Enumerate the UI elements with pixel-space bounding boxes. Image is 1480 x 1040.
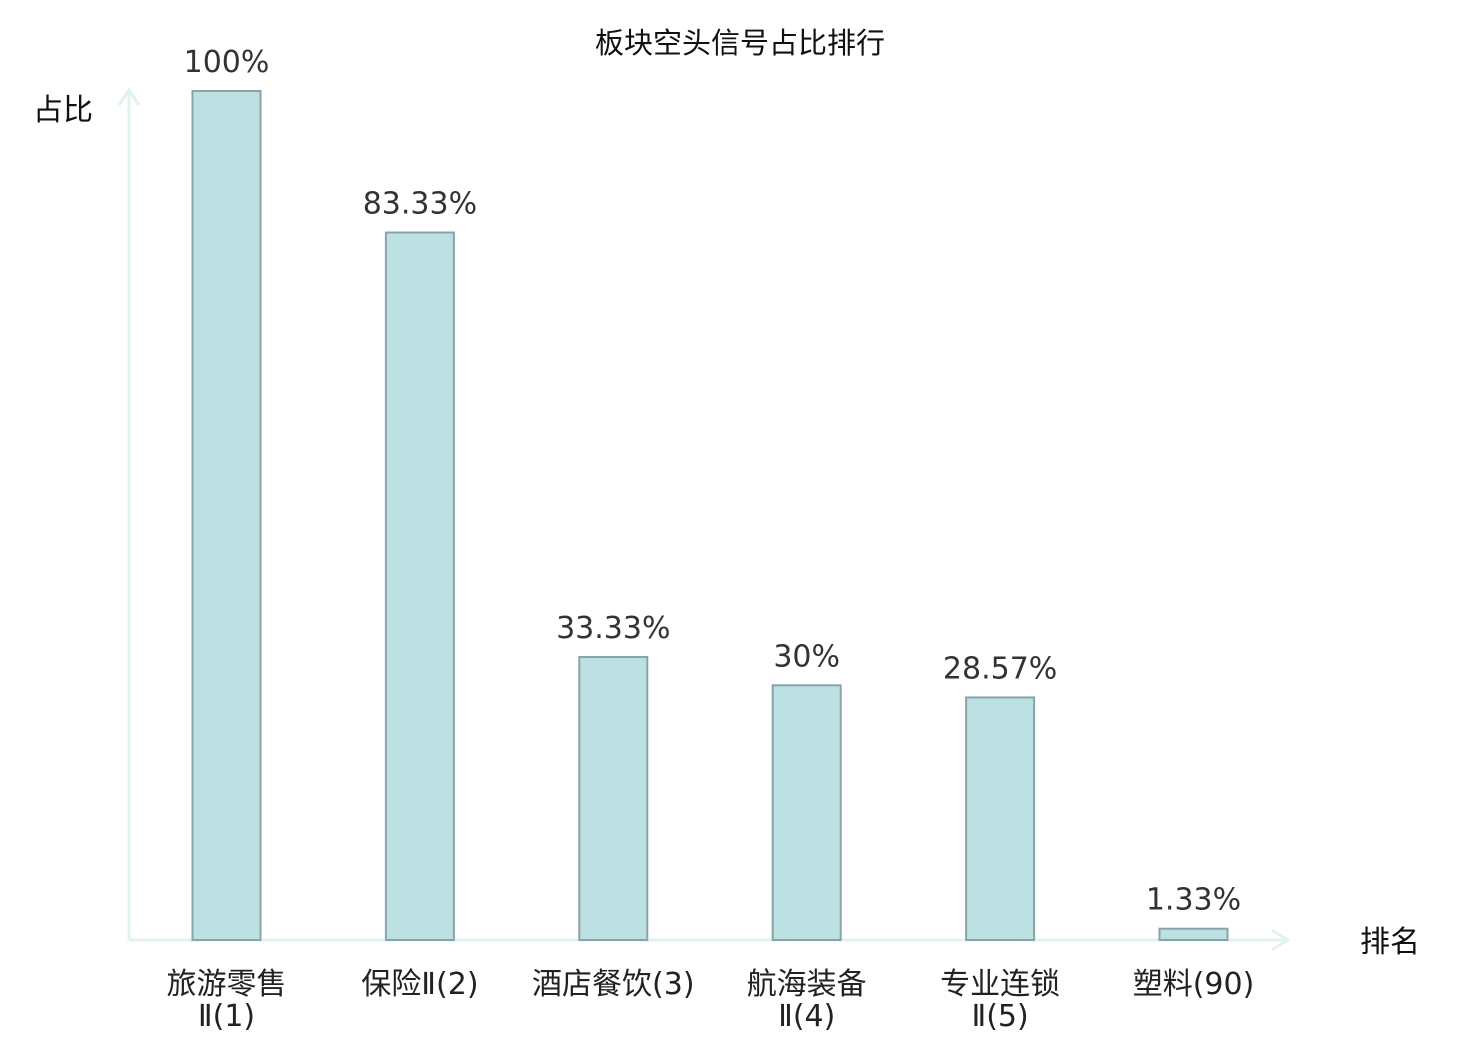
- bar-3: [578, 656, 649, 942]
- value-label-3: 33.33%: [556, 611, 670, 646]
- chart-title: 板块空头信号占比排行: [595, 26, 885, 60]
- bar-5: [965, 696, 1036, 941]
- value-labels-group: 100% 83.33% 33.33% 30% 28.57% 1.33%: [184, 45, 1242, 918]
- category-labels-group: 旅游零售 Ⅱ(1) 保险Ⅱ(2) 酒店餐饮(3) 航海装备 Ⅱ(4) 专业连锁 Ⅱ(5) 塑料(…: [167, 967, 1255, 1034]
- bar-1: [191, 90, 262, 941]
- x-axis-arrow: [1271, 928, 1291, 952]
- y-axis-arrow: [117, 87, 141, 106]
- category-label-1-line-1: 旅游零售: [167, 967, 287, 1002]
- value-label-2: 83.33%: [363, 187, 477, 222]
- x-axis-label: 排名: [1360, 925, 1420, 960]
- bar-2: [384, 231, 455, 941]
- category-label-6-line-1: 塑料(90): [1133, 967, 1255, 1002]
- category-label-4: 航海装备 Ⅱ(4): [747, 967, 867, 1034]
- bar-4: [771, 684, 842, 941]
- category-label-4-line-1: 航海装备: [747, 967, 867, 1002]
- category-label-1-line-2: Ⅱ(1): [198, 999, 255, 1034]
- category-label-5-line-2: Ⅱ(5): [971, 999, 1028, 1034]
- y-axis-label: 占比: [33, 93, 93, 128]
- category-label-5: 专业连锁 Ⅱ(5): [940, 967, 1060, 1034]
- bar-6: [1158, 927, 1229, 942]
- category-label-4-line-2: Ⅱ(4): [778, 999, 835, 1034]
- category-label-3: 酒店餐饮(3): [532, 967, 695, 1002]
- value-label-5: 28.57%: [943, 651, 1057, 686]
- y-axis: [117, 87, 141, 940]
- category-label-1: 旅游零售 Ⅱ(1): [167, 967, 287, 1034]
- value-label-4: 30%: [773, 639, 840, 674]
- category-label-2-line-1: 保险Ⅱ(2): [361, 967, 478, 1002]
- value-label-1: 100%: [184, 45, 270, 80]
- category-label-2: 保险Ⅱ(2): [361, 967, 478, 1002]
- bars-group: [191, 90, 1229, 942]
- x-axis: [129, 928, 1291, 952]
- category-label-6: 塑料(90): [1133, 967, 1255, 1002]
- category-label-5-line-1: 专业连锁: [940, 967, 1060, 1002]
- value-label-6: 1.33%: [1146, 883, 1241, 918]
- category-label-3-line-1: 酒店餐饮(3): [532, 967, 695, 1002]
